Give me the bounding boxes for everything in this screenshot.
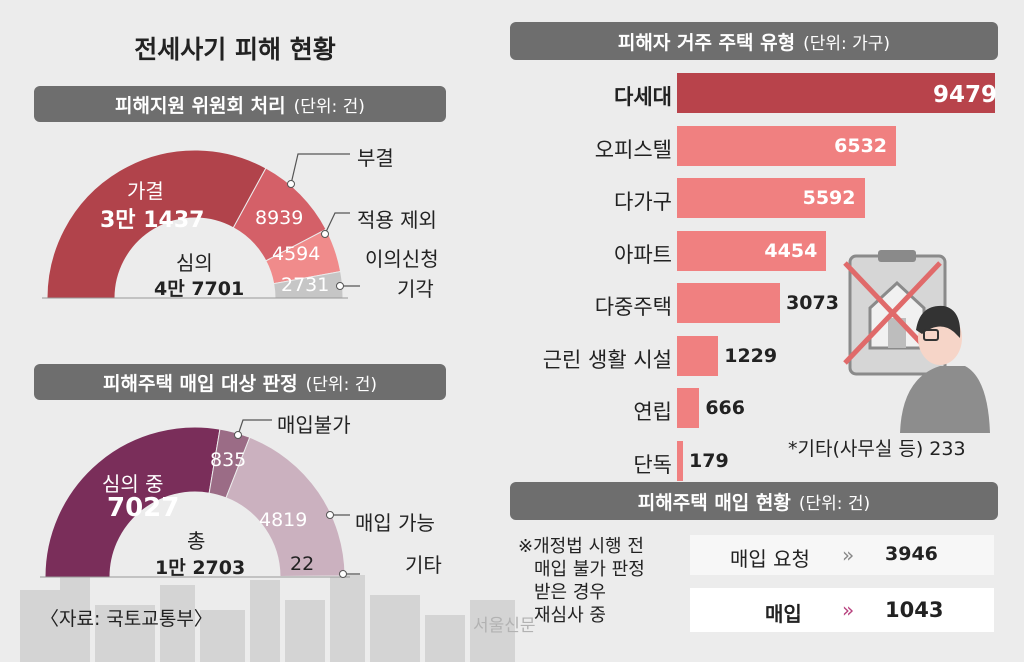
bar-0 bbox=[677, 73, 995, 113]
judgement-not-purchasable-value: 835 bbox=[210, 449, 247, 471]
bar-category-label: 다가구 bbox=[614, 190, 672, 214]
committee-label-dismissed: 기각 bbox=[397, 277, 434, 301]
leader-not-purchasable bbox=[237, 419, 272, 436]
leader-dismissed-dot bbox=[336, 282, 344, 290]
bar-value-label: 666 bbox=[705, 397, 745, 419]
judgement-label-other: 기타 bbox=[405, 553, 442, 577]
leader-excluded bbox=[324, 212, 350, 235]
bar-category-label: 다중주택 bbox=[594, 295, 672, 319]
leader-rejected-dot bbox=[287, 180, 295, 188]
bar-1 bbox=[677, 125, 897, 166]
skyline-background bbox=[20, 570, 515, 662]
committee-header: 피해지원 위원회 처리 (단위: 건) bbox=[34, 86, 446, 122]
judgement-slice-0 bbox=[44, 426, 221, 578]
housing-type-header-unit: (단위: 가구) bbox=[803, 33, 891, 54]
committee-center-label: 심의 bbox=[176, 251, 213, 275]
purchase-done-label: 매입 bbox=[765, 602, 802, 626]
judgement-purchasable-value: 4819 bbox=[259, 509, 308, 531]
committee-center-value: 4만 7701 bbox=[154, 278, 245, 300]
housing-type-footnote: *기타(사무실 등) 233 bbox=[788, 438, 966, 460]
judgement-other-value: 22 bbox=[290, 553, 315, 575]
committee-header-title: 피해지원 위원회 처리 bbox=[115, 94, 286, 117]
bar-7 bbox=[677, 440, 683, 481]
watermark: 서울신문 bbox=[473, 616, 536, 636]
purchase-done-value: 1043 bbox=[885, 598, 944, 622]
bar-3 bbox=[677, 230, 827, 271]
purchase-request-value: 3946 bbox=[885, 543, 938, 565]
committee-label-objection: 이의신청 bbox=[365, 247, 439, 271]
house-crossed-illustration bbox=[843, 250, 990, 433]
leader-excluded-dot bbox=[321, 230, 329, 238]
bar-value-label: 9479 bbox=[933, 82, 998, 108]
purchase-request-label: 매입 요청 bbox=[730, 547, 810, 571]
leader-rejected bbox=[290, 153, 350, 185]
bar-5 bbox=[677, 335, 719, 376]
committee-label-excluded: 적용 제외 bbox=[357, 208, 437, 232]
note-line-1: ※개정법 시행 전 bbox=[518, 536, 644, 557]
committee-header-unit: (단위: 건) bbox=[293, 96, 365, 117]
purchase-status-note: ※개정법 시행 전 매입 불가 판정 받은 경우 재심사 중 bbox=[518, 535, 645, 627]
note-line-4: 재심사 중 bbox=[534, 605, 606, 626]
purchase-done-row: 매입 » 1043 bbox=[690, 588, 994, 632]
committee-dismissed-value: 2731 bbox=[281, 274, 330, 296]
chevron-right-icon: » bbox=[842, 598, 855, 622]
leader-purchasable-dot bbox=[326, 511, 334, 519]
bar-2 bbox=[677, 178, 865, 218]
bar-4 bbox=[677, 283, 781, 323]
purchase-request-row: 매입 요청 » 3946 bbox=[690, 535, 994, 575]
committee-label-rejected: 부결 bbox=[357, 146, 394, 170]
bar-value-label: 5592 bbox=[802, 187, 856, 209]
purchase-status-header-title: 피해주택 매입 현황 bbox=[637, 491, 791, 514]
bar-category-label: 오피스텔 bbox=[594, 137, 672, 162]
judgement-under-review-label: 심의 중 bbox=[102, 472, 164, 496]
committee-approved-label: 가결 bbox=[127, 179, 164, 203]
bar-category-label: 근린 생활 시설 bbox=[542, 347, 672, 372]
judgement-under-review-value: 7027 bbox=[107, 493, 180, 523]
bar-value-label: 3073 bbox=[786, 292, 839, 314]
chevron-right-icon: » bbox=[842, 543, 855, 567]
purchase-status-header: 피해주택 매입 현황 (단위: 건) bbox=[510, 482, 998, 520]
judgement-center-label: 총 bbox=[187, 529, 206, 553]
bar-category-label: 단독 bbox=[633, 452, 672, 477]
judgement-label-not-purchasable: 매입불가 bbox=[277, 413, 351, 437]
committee-slice-0 bbox=[46, 149, 267, 299]
bar-value-label: 1229 bbox=[724, 344, 778, 367]
source-note: 〈자료: 국토교통부〉 bbox=[40, 608, 213, 630]
housing-type-header: 피해자 거주 주택 유형 (단위: 가구) bbox=[510, 22, 998, 60]
committee-approved-value: 3만 1437 bbox=[100, 208, 205, 233]
bar-6 bbox=[677, 388, 700, 428]
leader-other-dot bbox=[339, 570, 347, 578]
judgement-label-purchasable: 매입 가능 bbox=[355, 511, 435, 535]
bar-value-label: 179 bbox=[689, 449, 729, 472]
committee-donut-chart bbox=[42, 149, 360, 299]
bar-category-label: 다세대 bbox=[614, 85, 672, 109]
purchase-judgement-donut-chart bbox=[40, 419, 360, 578]
main-title: 전세사기 피해 현황 bbox=[134, 35, 336, 64]
bar-value-label: 4454 bbox=[764, 239, 818, 262]
bar-value-label: 6532 bbox=[834, 134, 888, 157]
judgement-center-value: 1만 2703 bbox=[155, 557, 246, 579]
purchase-status-header-unit: (단위: 건) bbox=[798, 493, 871, 514]
bar-category-label: 연립 bbox=[633, 400, 672, 424]
purchase-judgement-header: 피해주택 매입 대상 판정 (단위: 건) bbox=[34, 364, 446, 400]
purchase-judgement-header-unit: (단위: 건) bbox=[305, 374, 377, 395]
committee-excluded-value: 4594 bbox=[272, 243, 321, 265]
housing-type-header-title: 피해자 거주 주택 유형 bbox=[617, 31, 796, 54]
bar-category-label: 아파트 bbox=[614, 242, 672, 267]
committee-rejected-value: 8939 bbox=[255, 207, 304, 229]
leader-not-purchasable-dot bbox=[234, 431, 242, 439]
note-line-2: 매입 불가 판정 bbox=[534, 559, 645, 580]
purchase-judgement-header-title: 피해주택 매입 대상 판정 bbox=[103, 372, 298, 395]
note-line-3: 받은 경우 bbox=[534, 582, 606, 603]
